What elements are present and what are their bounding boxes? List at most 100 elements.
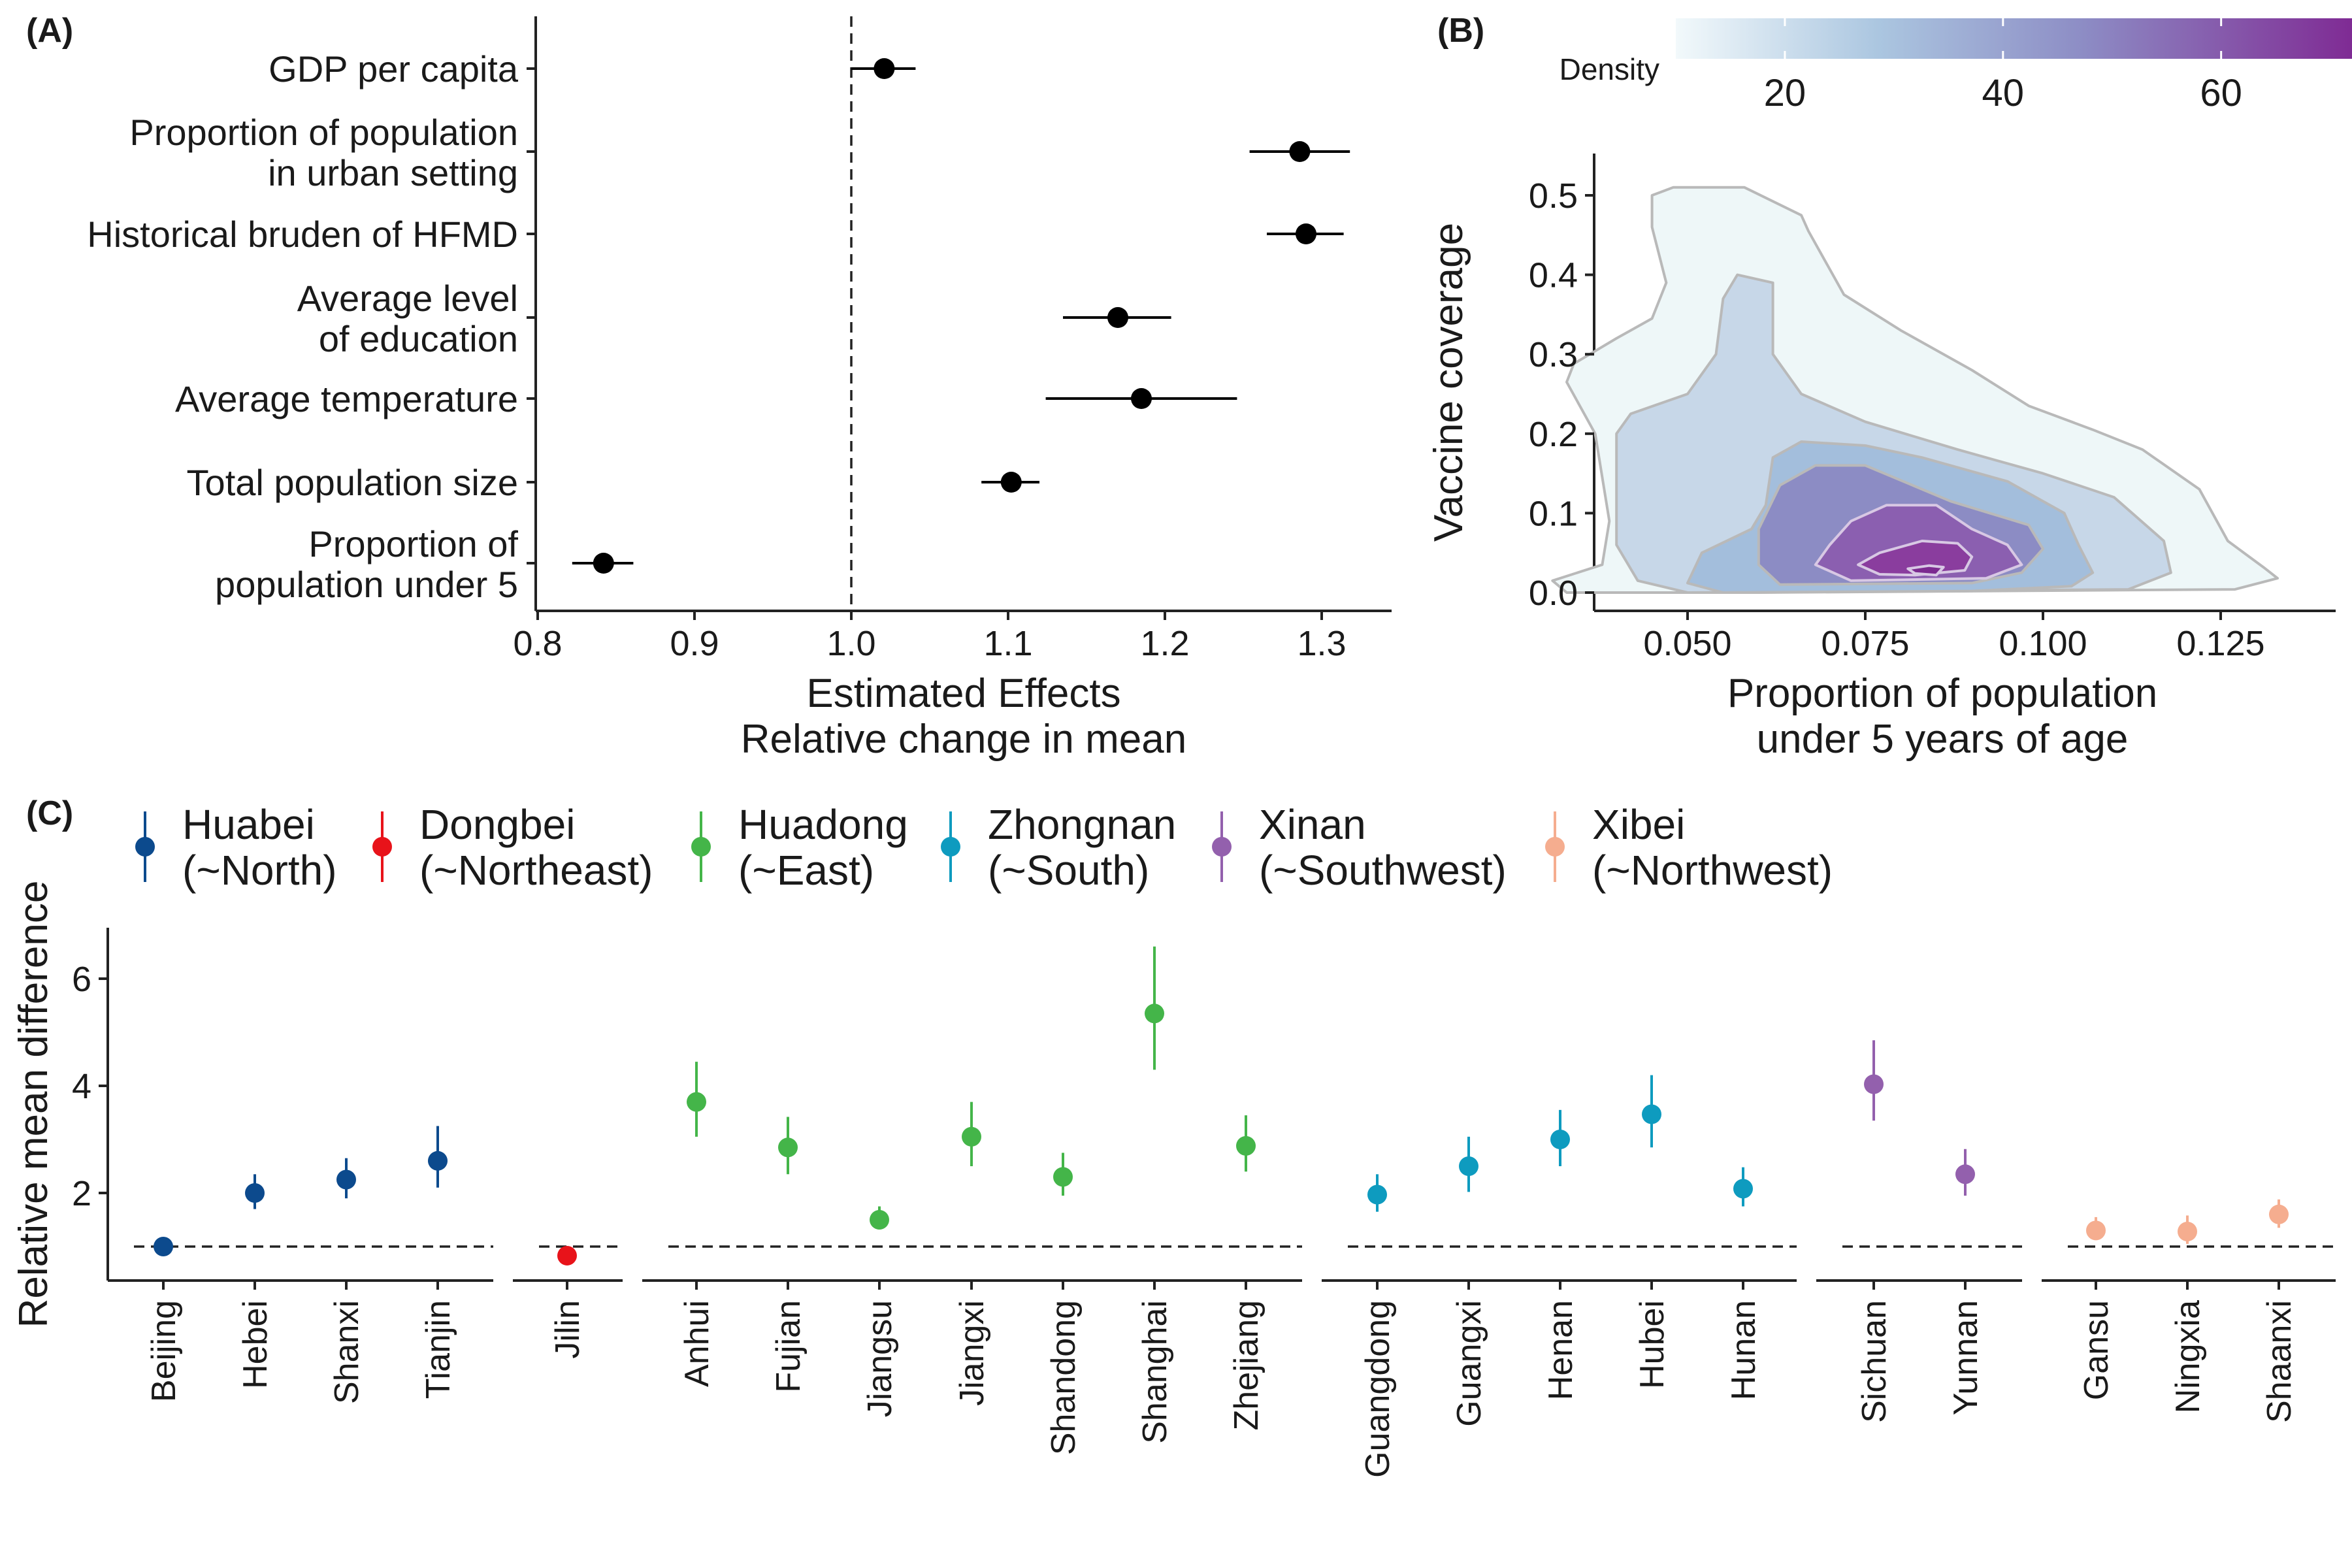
row-label: Total population size bbox=[187, 462, 518, 503]
row-label: Average level bbox=[297, 278, 518, 319]
y-tick-label: 0.3 bbox=[1529, 335, 1578, 374]
x-axis-subtitle: Relative change in mean bbox=[741, 717, 1186, 762]
y-tick-label: 2 bbox=[72, 1174, 91, 1213]
province-label: Jilin bbox=[549, 1300, 587, 1359]
legend-sublabel: (~Southwest) bbox=[1259, 847, 1507, 894]
province-label: Hubei bbox=[1633, 1300, 1671, 1389]
estimate-point bbox=[593, 553, 614, 574]
province-label: Zhejiang bbox=[1228, 1300, 1266, 1430]
panel-b-label: (B) bbox=[1437, 12, 1484, 50]
row-label: Average temperature bbox=[175, 378, 518, 419]
legend-label: Zhongnan bbox=[988, 801, 1176, 848]
row-label: population under 5 bbox=[215, 564, 518, 605]
legend-sublabel: (~South) bbox=[988, 847, 1149, 894]
province-point bbox=[2086, 1220, 2106, 1241]
province-point bbox=[1550, 1130, 1570, 1149]
province-point bbox=[962, 1126, 981, 1147]
province-label: Gansu bbox=[2078, 1300, 2115, 1400]
y-axis-title: Vaccine coverage bbox=[1426, 223, 1471, 542]
density-colorbar bbox=[1676, 18, 2352, 59]
legend-key-point bbox=[1212, 837, 1232, 857]
province-label: Jiangsu bbox=[861, 1300, 899, 1417]
y-axis-title: Relative mean difference bbox=[11, 881, 56, 1328]
legend-label: Xibei bbox=[1592, 801, 1685, 848]
legend-title: Density bbox=[1560, 52, 1659, 86]
province-label: Fujian bbox=[770, 1300, 808, 1393]
density-contour-band bbox=[1906, 564, 1945, 577]
province-point bbox=[1733, 1179, 1753, 1199]
province-point bbox=[778, 1137, 798, 1158]
province-point bbox=[1459, 1156, 1478, 1176]
province-point bbox=[870, 1210, 889, 1230]
province-label: Hunan bbox=[1725, 1300, 1763, 1400]
province-point bbox=[1955, 1164, 1975, 1184]
province-label: Sichuan bbox=[1855, 1300, 1893, 1423]
province-label: Shaanxi bbox=[2261, 1300, 2298, 1423]
x-tick-label: 1.2 bbox=[1140, 624, 1189, 663]
x-tick-label: 0.100 bbox=[1999, 624, 2087, 663]
province-point bbox=[687, 1092, 706, 1112]
y-tick-label: 0.2 bbox=[1529, 415, 1578, 454]
y-tick-label: 0.4 bbox=[1529, 256, 1578, 295]
province-label: Beijing bbox=[145, 1300, 183, 1402]
x-tick-label: 0.050 bbox=[1643, 624, 1731, 663]
row-label: GDP per capita bbox=[269, 48, 519, 90]
province-label: Hebei bbox=[237, 1300, 274, 1389]
province-label: Shandong bbox=[1045, 1300, 1083, 1455]
estimate-point bbox=[1107, 307, 1128, 328]
legend-label: Xinan bbox=[1259, 801, 1366, 848]
estimate-point bbox=[1296, 223, 1316, 244]
x-tick-label: 1.0 bbox=[826, 624, 875, 663]
estimate-point bbox=[1289, 141, 1311, 162]
province-point bbox=[1864, 1074, 1884, 1094]
legend-sublabel: (~East) bbox=[738, 847, 874, 894]
y-tick-label: 0.5 bbox=[1529, 176, 1578, 216]
row-label: of education bbox=[319, 318, 518, 359]
forest-plot: 0.8 0.9 1.0 1.1 1.2 1.3 GDP per capita Proporti… bbox=[87, 16, 1392, 762]
province-point bbox=[1642, 1104, 1661, 1124]
row-label: in urban setting bbox=[268, 152, 518, 193]
colorbar-tick-label: 20 bbox=[1764, 72, 1806, 114]
y-tick-label: 0.0 bbox=[1529, 574, 1578, 613]
x-tick-label: 0.9 bbox=[670, 624, 719, 663]
province-point bbox=[2178, 1222, 2197, 1242]
province-point bbox=[1367, 1184, 1387, 1205]
legend-label: Huadong bbox=[738, 801, 908, 848]
province-label: Guangdong bbox=[1359, 1300, 1397, 1478]
estimate-point bbox=[874, 58, 895, 79]
x-tick-label: 0.8 bbox=[513, 624, 562, 663]
x-tick-label: 0.075 bbox=[1821, 624, 1909, 663]
province-point bbox=[2269, 1204, 2289, 1224]
province-point bbox=[428, 1151, 448, 1171]
legend-label: Huabei bbox=[182, 801, 315, 848]
province-point bbox=[1053, 1167, 1073, 1187]
province-label: Shanxi bbox=[328, 1300, 366, 1404]
colorbar-tick-label: 40 bbox=[1982, 72, 2025, 114]
row-label: Proportion of population bbox=[129, 112, 518, 153]
x-tick-label: 1.3 bbox=[1297, 624, 1346, 663]
province-point bbox=[336, 1169, 356, 1190]
province-point bbox=[154, 1237, 173, 1256]
legend-key-point bbox=[372, 837, 392, 857]
province-label: Tianjin bbox=[419, 1300, 457, 1399]
x-axis-title: Estimated Effects bbox=[806, 671, 1120, 716]
province-effects-plot: 2 4 6 Relative mean difference Beijing Hebei S… bbox=[11, 801, 2336, 1478]
legend-key-point bbox=[941, 837, 960, 857]
province-label: Ningxia bbox=[2169, 1300, 2207, 1413]
legend-key-point bbox=[691, 837, 711, 857]
x-axis-title: Proportion of population bbox=[1727, 671, 2157, 716]
y-tick-label: 0.1 bbox=[1529, 494, 1578, 533]
colorbar-tick-label: 60 bbox=[2200, 72, 2242, 114]
estimate-point bbox=[1131, 388, 1152, 409]
y-tick-label: 4 bbox=[72, 1067, 91, 1106]
y-tick-label: 6 bbox=[72, 960, 91, 999]
province-label: Jiangxi bbox=[953, 1300, 991, 1406]
legend-label: Dongbei bbox=[419, 801, 575, 848]
estimate-point bbox=[1000, 472, 1022, 493]
province-label: Shanghai bbox=[1136, 1300, 1174, 1444]
panel-c-label: (C) bbox=[26, 794, 73, 832]
row-label: Proportion of bbox=[308, 523, 518, 564]
province-point bbox=[557, 1245, 577, 1266]
province-point bbox=[1145, 1004, 1164, 1024]
province-label: Guangxi bbox=[1450, 1300, 1488, 1427]
